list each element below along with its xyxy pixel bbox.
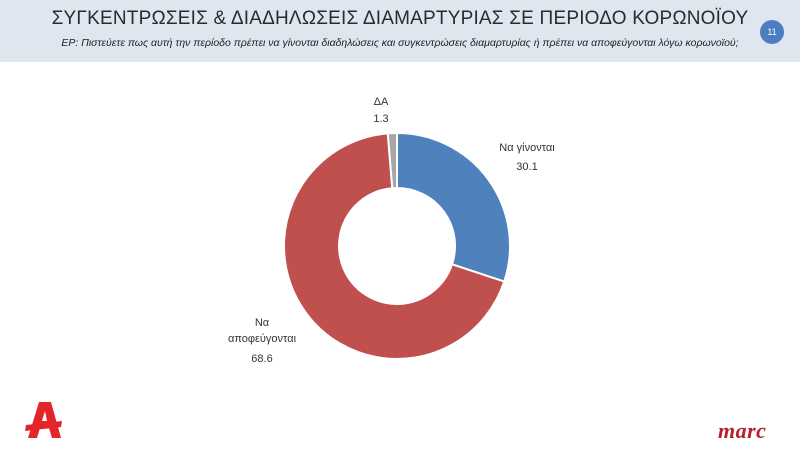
alpha-tv-logo: [25, 402, 62, 438]
page-title: ΣΥΓΚΕΝΤΡΩΣΕΙΣ & ΔΙΑΔΗΛΩΣΕΙΣ ΔΙΑΜΑΡΤΥΡΙΑΣ…: [51, 8, 749, 29]
label-na-apofevgontai-line1: Να: [255, 317, 270, 329]
slice-0: [396, 131, 511, 283]
label-na-ginontai: Να γίνονται: [499, 142, 555, 154]
value-na-ginontai: 30.1: [516, 161, 537, 173]
donut-slices: [283, 131, 511, 360]
header-bar: ΣΥΓΚΕΝΤΡΩΣΕΙΣ & ΔΙΑΔΗΛΩΣΕΙΣ ΔΙΑΜΑΡΤΥΡΙΑΣ…: [0, 0, 800, 62]
survey-question: ΕΡ: Πιστεύετε πως αυτή την περίοδο πρέπε…: [61, 37, 739, 49]
slice-2: [386, 131, 398, 190]
value-da: 1.3: [373, 113, 388, 125]
marc-logo: marc: [718, 418, 767, 443]
slice-1: [283, 132, 506, 360]
label-da: ΔΑ: [374, 96, 389, 108]
page-number-badge: 11: [760, 20, 784, 44]
label-na-apofevgontai-line2: αποφεύγονται: [228, 333, 297, 345]
value-na-apofevgontai: 68.6: [251, 353, 272, 365]
